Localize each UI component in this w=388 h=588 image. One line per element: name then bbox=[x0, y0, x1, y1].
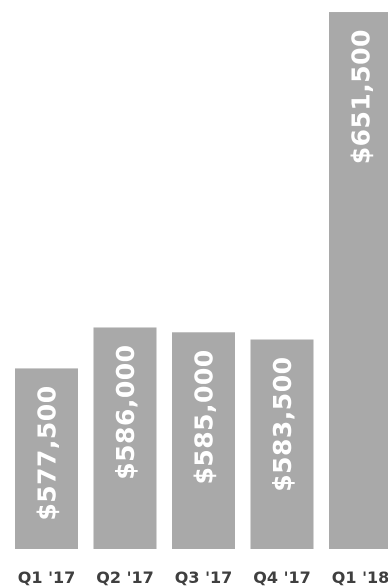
bar-0 bbox=[15, 368, 78, 549]
x-tick-label-4: Q1 '18 bbox=[332, 568, 388, 587]
value-label-1: $586,000 bbox=[111, 344, 140, 479]
bar-2 bbox=[172, 332, 235, 549]
value-labels-group: $577,500 $586,000 $585,000 $583,500 $651,500 bbox=[33, 29, 376, 521]
x-tick-label-2: Q3 '17 bbox=[175, 568, 232, 587]
bars-group bbox=[15, 12, 388, 549]
bar-1 bbox=[93, 327, 157, 549]
value-label-0: $577,500 bbox=[33, 385, 62, 520]
value-label-3: $583,500 bbox=[268, 357, 297, 492]
bar-4 bbox=[329, 12, 388, 549]
x-tick-label-3: Q4 '17 bbox=[253, 568, 310, 587]
value-label-4: $651,500 bbox=[347, 29, 376, 164]
value-label-2: $585,000 bbox=[190, 349, 219, 484]
x-tick-label-1: Q2 '17 bbox=[96, 568, 153, 587]
bar-3 bbox=[250, 339, 314, 549]
x-tick-labels-group: Q1 '17 Q2 '17 Q3 '17 Q4 '17 Q1 '18 bbox=[18, 568, 388, 587]
x-tick-label-0: Q1 '17 bbox=[18, 568, 75, 587]
